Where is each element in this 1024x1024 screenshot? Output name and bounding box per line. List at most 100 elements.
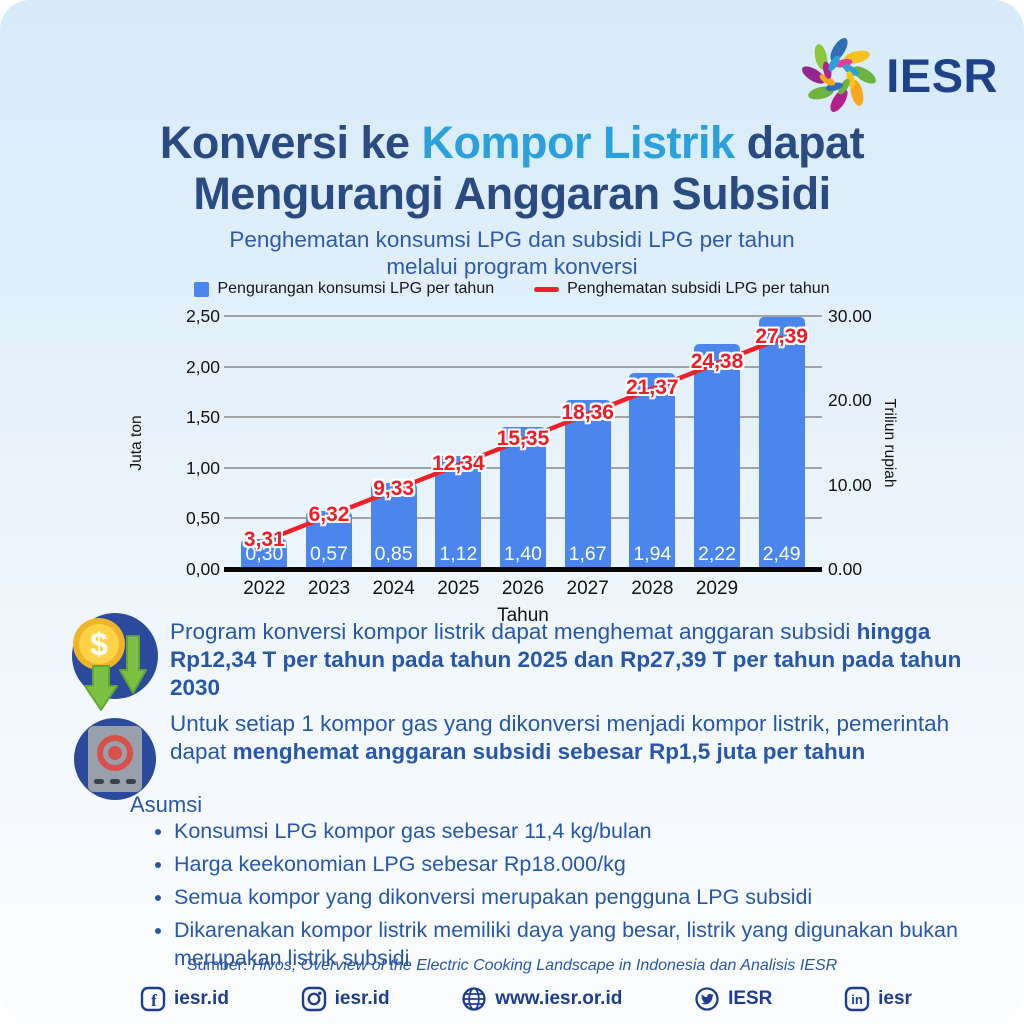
- svg-text:$: $: [90, 626, 108, 662]
- iesr-logo-text: IESR: [886, 48, 998, 102]
- line-data-label: 27,39: [755, 325, 808, 348]
- legend-bar-swatch: [194, 281, 210, 297]
- x-axis-tick: 2023: [307, 578, 351, 599]
- right-axis-tick: 0.00: [828, 559, 863, 579]
- gridline: [224, 365, 822, 368]
- bar: 1,67: [564, 400, 611, 569]
- subtitle-line2: melalui program konversi: [386, 254, 638, 279]
- bar-value-label: 2,49: [762, 543, 801, 565]
- title-highlight: Kompor Listrik: [421, 117, 736, 168]
- subtitle-line1: Penghematan konsumsi LPG dan subsidi LPG…: [229, 227, 795, 252]
- left-axis-tick: 2,00: [185, 356, 220, 377]
- x-axis-tick: 2028: [631, 578, 674, 599]
- line-data-label: 12,34: [432, 451, 485, 475]
- left-axis-tick: 2,50: [185, 306, 220, 326]
- assumption-item: Dikarenakan kompor listrik memiliki daya…: [174, 917, 1004, 973]
- insight-2-regular: Untuk setiap 1 kompor gas yang dikonvers…: [170, 711, 950, 764]
- legend-bar-label: Pengurangan konsumsi LPG per tahun: [217, 280, 495, 297]
- line-data-label: 3,31: [243, 528, 285, 552]
- x-axis-tick: 2029: [695, 578, 739, 599]
- bar: 1,94: [629, 372, 676, 569]
- footer-social-bar: f iesr.id iesr.id www.iesr.or.id: [0, 986, 1024, 1012]
- left-axis-tick: 1,50: [185, 407, 220, 428]
- source-citation: Hivos, Overview of the Electric Cooking …: [251, 957, 838, 974]
- x-axis-tick: 2027: [566, 578, 609, 599]
- page-title: Konversi ke Kompor Listrik dapat Mengura…: [0, 117, 1024, 220]
- left-axis-tick: 1,00: [185, 457, 220, 478]
- insight-2-bold: menghemat anggaran subsidi sebesar Rp1,5…: [232, 738, 866, 764]
- right-axis-tick: 30.00: [828, 306, 872, 326]
- insight-1-regular: Program konversi kompor listrik dapat me…: [170, 619, 857, 644]
- x-axis-line: [224, 567, 822, 572]
- footer-linkedin-label: iesr: [878, 988, 912, 1009]
- iesr-pinwheel-icon: [802, 38, 877, 112]
- x-axis-title: Tahun: [497, 605, 549, 626]
- linkedin-icon: in: [844, 986, 870, 1012]
- line-series: [262, 335, 784, 544]
- title-segment: dapat: [734, 117, 865, 168]
- iesr-logo: IESR: [798, 34, 998, 116]
- assumption-item: Harga keekonomian LPG sebesar Rp18.000/k…: [174, 851, 1004, 879]
- left-axis-title: Juta ton: [128, 414, 145, 471]
- insight-1-bold: hingga Rp12,34 T per tahun pada tahun 20…: [170, 619, 962, 700]
- line-data-label: 6,32: [308, 502, 350, 526]
- footer-facebook[interactable]: f iesr.id: [140, 986, 229, 1012]
- bar-value-label: 1,40: [504, 543, 542, 565]
- line-data-label: 9,33: [373, 477, 415, 501]
- bar: 2,49: [758, 317, 805, 569]
- bar: 2,22: [694, 344, 740, 569]
- right-axis-tick: 20.00: [828, 390, 872, 411]
- electric-stove-icon: [74, 718, 156, 800]
- footer-facebook-label: iesr.id: [174, 988, 229, 1009]
- footer-twitter[interactable]: IESR: [694, 986, 772, 1012]
- legend-item-bars: Pengurangan konsumsi LPG per tahun: [194, 280, 494, 298]
- bar-value-label: 0,85: [374, 543, 413, 565]
- gridline: [224, 416, 822, 419]
- facebook-icon: f: [140, 986, 166, 1012]
- line-data-label: 18,36: [561, 401, 614, 425]
- bar-value-label: 2,22: [698, 543, 736, 565]
- legend-item-line: Penghematan subsidi LPG per tahun: [534, 280, 830, 298]
- legend-line-label: Penghematan subsidi LPG per tahun: [567, 280, 830, 297]
- svg-text:f: f: [151, 991, 157, 1010]
- footer-instagram[interactable]: iesr.id: [301, 986, 390, 1012]
- bar: 1,40: [500, 427, 546, 569]
- bar-value-label: 0,57: [310, 543, 348, 565]
- assumption-item: Semua kompor yang dikonversi merupakan p…: [174, 884, 1004, 912]
- chart-subtitle: Penghematan konsumsi LPG dan subsidi LPG…: [0, 226, 1024, 280]
- line-data-label: 24,38: [690, 350, 744, 374]
- title-line2: Mengurangi Anggaran Subsidi: [193, 167, 831, 219]
- chart-legend: Pengurangan konsumsi LPG per tahun Pengh…: [0, 280, 1024, 298]
- insight-1-text: Program konversi kompor listrik dapat me…: [170, 618, 970, 702]
- source-prefix: Sumber:: [186, 957, 252, 974]
- twitter-icon: [695, 987, 719, 1011]
- line-data-label: 15,35: [496, 426, 550, 450]
- x-axis-tick: 2026: [501, 578, 545, 599]
- footer-website[interactable]: www.iesr.or.id: [461, 986, 622, 1012]
- right-axis-title: Triliun rupiah: [881, 397, 898, 488]
- left-axis-tick: 0,50: [185, 508, 220, 529]
- assumptions-list: Konsumsi LPG kompor gas sebesar 11,4 kg/…: [150, 818, 1004, 978]
- bar: 1,12: [435, 455, 482, 569]
- footer-instagram-label: iesr.id: [334, 988, 390, 1009]
- line-data-label: 21,37: [626, 375, 679, 399]
- right-axis-tick: 10.00: [828, 474, 872, 495]
- source-note: Sumber: Hivos, Overview of the Electric …: [0, 957, 1024, 975]
- instagram-icon: [301, 986, 326, 1012]
- x-axis-tick: 2024: [372, 578, 415, 599]
- assumptions-heading: Asumsi: [130, 792, 203, 817]
- bar: 0,30: [241, 538, 288, 569]
- bar: 0,57: [306, 511, 352, 569]
- bar-value-label: 1,12: [439, 543, 478, 565]
- x-axis-tick: 2022: [243, 578, 286, 599]
- legend-line-swatch: [534, 286, 560, 292]
- gridline: [224, 315, 822, 317]
- combo-chart: Juta ton Triliun rupiah Tahun 0,00 0,50 1,…: [0, 305, 1024, 626]
- plot-area: Juta ton Triliun rupiah Tahun 0,00 0,50 1,…: [128, 306, 898, 626]
- footer-linkedin[interactable]: in iesr: [844, 986, 912, 1012]
- bar-value-label: 1,67: [568, 543, 607, 565]
- footer-website-label: www.iesr.or.id: [495, 988, 623, 1009]
- money-savings-icon: $: [72, 613, 158, 711]
- title-segment: Konversi ke: [159, 117, 422, 168]
